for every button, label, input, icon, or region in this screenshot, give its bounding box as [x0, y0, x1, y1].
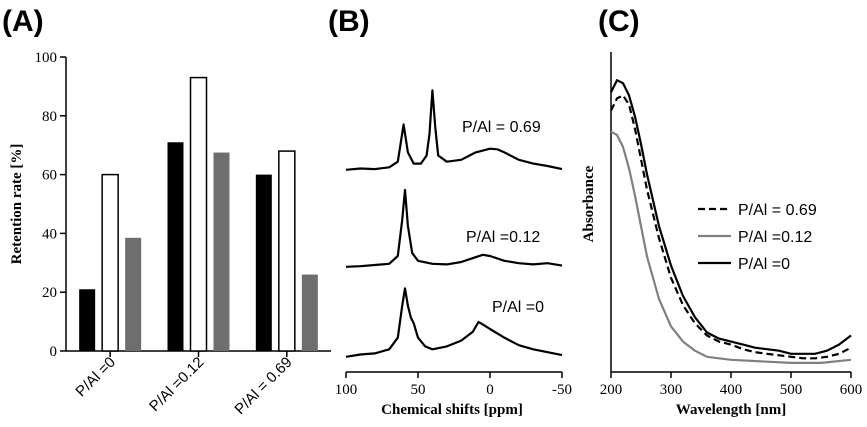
absorbance-line: [610, 130, 852, 364]
panel-c-label: (C): [598, 5, 640, 38]
spectrum-label: P/Al = 0.69: [462, 119, 541, 136]
y-tick-label: 60: [42, 168, 57, 184]
x-tick-label: -50: [552, 382, 572, 398]
panel-a-label: (A): [2, 5, 44, 38]
bar: [189, 76, 208, 352]
absorbance-line: [610, 94, 852, 360]
bar: [301, 274, 318, 351]
y-tick-label: 40: [42, 226, 57, 242]
panel-c-chart: Absorbance Wavelength [nm] 200 300 400 500 6…: [581, 52, 862, 418]
legend-label: P/Al = 0.69: [738, 202, 817, 219]
spectrum-label: P/Al =0: [492, 299, 544, 316]
y-tick-label: 20: [42, 285, 57, 301]
bar: [255, 174, 272, 351]
bar: [125, 237, 142, 351]
spectrum-line: [345, 188, 563, 268]
bar: [278, 150, 296, 352]
x-tick-label: 100: [335, 382, 358, 398]
x-tick-label: 300: [660, 382, 683, 398]
x-tick-label: 600: [840, 382, 863, 398]
panel-c-y-axis-title: Absorbance: [581, 165, 597, 242]
x-tick-label: 500: [780, 382, 803, 398]
spectrum-line: [345, 89, 563, 171]
panel-b-chart: Chemical shifts [ppm] 100 50 0 -50 P/Al = 0.…: [335, 89, 572, 418]
absorbance-line: [610, 79, 852, 355]
bar: [101, 173, 119, 352]
x-tick-label: 400: [720, 382, 743, 398]
panel-b-label: (B): [328, 5, 370, 38]
bar: [167, 142, 184, 351]
x-tick-label: 50: [411, 382, 426, 398]
y-tick-label: 80: [42, 109, 57, 125]
bar: [213, 152, 230, 351]
spectrum-line: [345, 287, 563, 358]
panel-b-x-axis-title: Chemical shifts [ppm]: [381, 402, 523, 418]
x-tick-label: 200: [600, 382, 623, 398]
category-label: P/Al = 0.69: [231, 354, 295, 418]
y-tick-label: 100: [35, 50, 58, 66]
category-label: P/Al =0: [72, 354, 119, 401]
x-tick-label: 0: [486, 382, 494, 398]
legend-label: P/Al =0.12: [738, 229, 812, 246]
spectrum-label: P/Al =0.12: [466, 229, 540, 246]
y-tick-label: 0: [50, 344, 58, 360]
panel-a-y-axis-title: Retention rate [%]: [9, 144, 25, 265]
bar: [79, 289, 96, 351]
category-label: P/Al =0.12: [146, 354, 207, 415]
panel-a-chart: Retention rate [%] 0 20 40 60 80 100 P/Al =0 P/…: [9, 50, 331, 418]
panel-c-x-axis-title: Wavelength [nm]: [676, 402, 786, 418]
legend-label: P/Al =0: [738, 256, 790, 273]
